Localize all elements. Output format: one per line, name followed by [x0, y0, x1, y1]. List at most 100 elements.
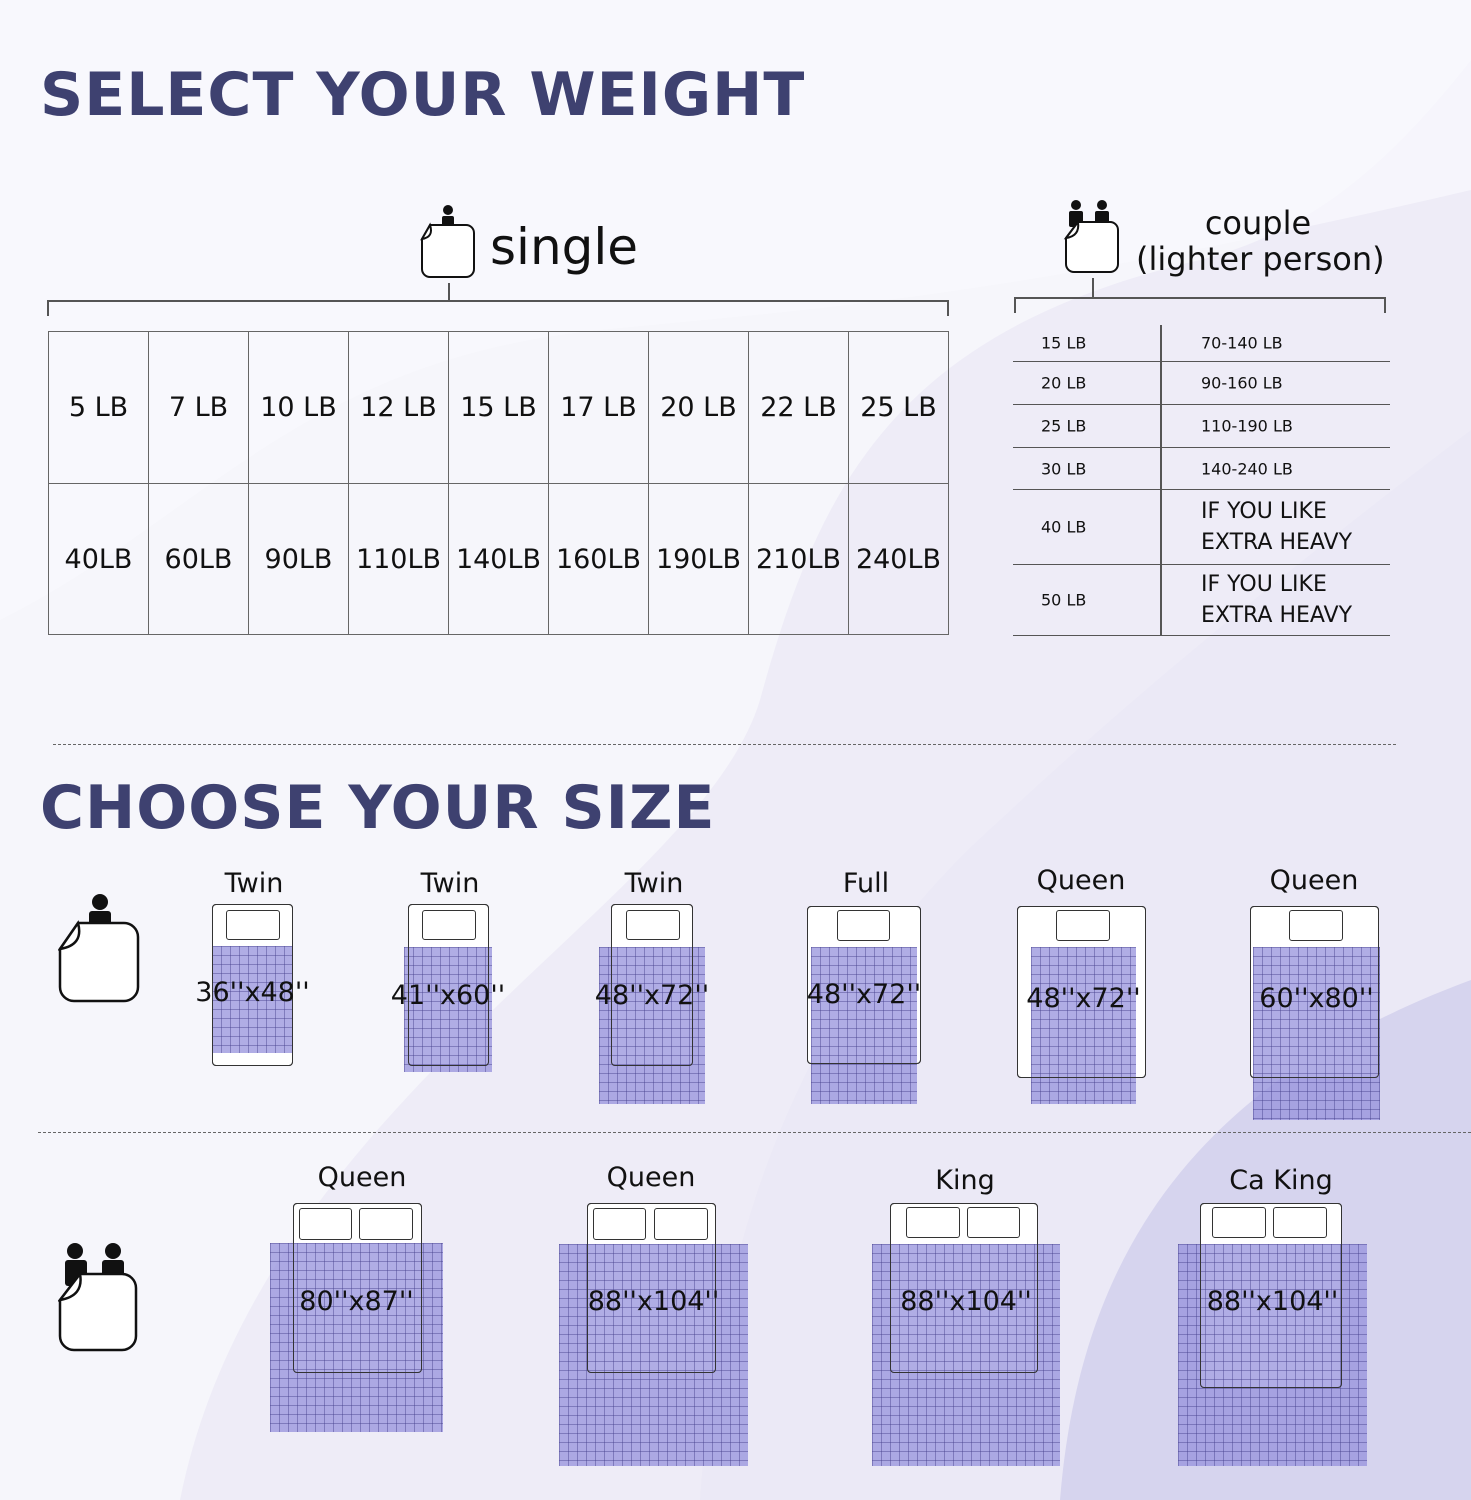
blanket-weight-cell[interactable]: 12 LB — [348, 331, 449, 484]
couple-blanket-weight: 25 LB — [1041, 416, 1087, 436]
pillow — [654, 1208, 708, 1240]
couple-blanket-icon — [58, 1243, 138, 1352]
bracket — [1014, 297, 1385, 299]
couple-weight-row[interactable]: 30 LB 140-240 LB — [1013, 448, 1390, 490]
pillow — [299, 1208, 352, 1240]
blanket-dimensions: 60''x80'' — [1259, 983, 1374, 1014]
blanket-weight-cell[interactable]: 7 LB — [148, 331, 249, 484]
blanket — [1178, 1244, 1367, 1466]
blanket-dimensions: 36''x48'' — [195, 977, 310, 1008]
bed-outline — [1017, 906, 1146, 1078]
blanket-dimensions: 88''x104'' — [900, 1286, 1032, 1317]
bed-outline — [212, 904, 293, 1066]
blanket — [599, 947, 705, 1104]
body-weight-cell: 240LB — [848, 483, 949, 635]
pillow — [967, 1207, 1020, 1238]
blanket — [270, 1243, 443, 1432]
couple-body-weight: 140-240 LB — [1201, 459, 1293, 478]
couple-weight-row[interactable]: 40 LB IF YOU LIKE EXTRA HEAVY — [1013, 490, 1390, 565]
bracket-tick — [1014, 297, 1016, 313]
couple-body-weight: 70-140 LB — [1201, 333, 1283, 353]
couple-blanket-icon — [1063, 200, 1119, 273]
choose-size-title: CHOOSE YOUR SIZE — [40, 773, 716, 843]
bed-outline — [587, 1203, 716, 1373]
body-weight-cell: 90LB — [248, 483, 349, 635]
couple-blanket-weight: 30 LB — [1041, 459, 1087, 478]
body-weight-cell: 160LB — [548, 483, 649, 635]
single-person-blanket-icon — [420, 205, 475, 278]
blanket-weight-cell[interactable]: 20 LB — [648, 331, 749, 484]
select-weight-title: SELECT YOUR WEIGHT — [40, 60, 806, 130]
couple-weight-row[interactable]: 15 LB 70-140 LB — [1013, 325, 1390, 362]
couple-body-weight: 110-190 LB — [1201, 416, 1293, 436]
pillow — [1289, 910, 1343, 941]
pillow — [626, 910, 680, 940]
blanket — [872, 1244, 1060, 1466]
couple-weight-row[interactable]: 50 LB IF YOU LIKE EXTRA HEAVY — [1013, 565, 1390, 636]
bed-size-label: Twin — [224, 868, 284, 899]
blanket-weight-cell[interactable]: 5 LB — [48, 331, 149, 484]
body-weight-cell: 60LB — [148, 483, 249, 635]
blanket-dimensions: 48''x72'' — [1026, 983, 1141, 1014]
blanket-weight-cell[interactable]: 15 LB — [448, 331, 549, 484]
couple-body-weight: IF YOU LIKE EXTRA HEAVY — [1201, 499, 1353, 555]
blanket-dimensions: 88''x104'' — [1206, 1286, 1339, 1317]
bed-size-label: Twin — [420, 868, 480, 899]
blanket — [811, 947, 917, 1104]
bracket-tick — [947, 300, 949, 316]
bed-outline — [293, 1203, 422, 1373]
bed-outline — [611, 904, 693, 1066]
blanket-weight-cell[interactable]: 22 LB — [748, 331, 849, 484]
section-divider — [38, 1132, 1471, 1133]
bed-size-label: Queen — [1269, 865, 1359, 896]
bracket-tick — [1384, 297, 1386, 313]
bed-size-label: Queen — [317, 1162, 407, 1193]
couple-body-weight: IF YOU LIKE EXTRA HEAVY — [1201, 572, 1353, 628]
pillow — [906, 1207, 960, 1238]
bed-size-label: Ca King — [1229, 1165, 1333, 1196]
pillow — [422, 910, 476, 940]
bed-outline — [1200, 1203, 1342, 1388]
blanket — [212, 946, 293, 1053]
blanket-weight-cell[interactable]: 25 LB — [848, 331, 949, 484]
bed-size-label: Queen — [606, 1162, 696, 1193]
couple-blanket-weight: 15 LB — [1041, 333, 1087, 353]
couple-blanket-weight: 20 LB — [1041, 373, 1087, 393]
bed-outline — [408, 904, 489, 1066]
bed-outline — [1250, 906, 1379, 1078]
pillow — [359, 1208, 413, 1240]
couple-body-weight: 90-160 LB — [1201, 373, 1283, 393]
blanket-weight-cell[interactable]: 17 LB — [548, 331, 649, 484]
single-person-blanket-icon — [58, 894, 140, 1003]
couple-weight-row[interactable]: 25 LB 110-190 LB — [1013, 405, 1390, 448]
couple-label: couple — [1204, 204, 1312, 242]
pillow — [1212, 1207, 1266, 1238]
pillow — [1056, 910, 1110, 941]
section-divider — [53, 744, 1396, 745]
bracket-stem — [448, 283, 450, 300]
bracket-tick — [47, 300, 49, 316]
body-weight-cell: 210LB — [748, 483, 849, 635]
blanket — [559, 1244, 748, 1466]
bed-size-label: Queen — [1036, 865, 1126, 896]
bed-size-label: Full — [842, 868, 890, 899]
blanket — [1253, 947, 1380, 1120]
bed-size-label: Twin — [624, 868, 684, 899]
bed-outline — [807, 906, 921, 1064]
body-weight-cell: 140LB — [448, 483, 549, 635]
column-divider — [1160, 325, 1162, 636]
bed-outline — [890, 1203, 1038, 1373]
blanket-dimensions: 48''x72'' — [806, 979, 922, 1010]
blanket-weight-cell[interactable]: 10 LB — [248, 331, 349, 484]
couple-blanket-weight: 40 LB — [1041, 517, 1087, 537]
pillow — [1273, 1207, 1327, 1238]
single-label: single — [490, 218, 639, 276]
bed-size-label: King — [935, 1165, 995, 1196]
couple-sublabel: (lighter person) — [1136, 240, 1385, 278]
pillow — [837, 910, 890, 941]
blanket-dimensions: 41''x60'' — [390, 980, 506, 1011]
couple-weight-row[interactable]: 20 LB 90-160 LB — [1013, 362, 1390, 405]
pillow — [226, 910, 280, 940]
couple-blanket-weight: 50 LB — [1041, 590, 1087, 610]
blanket — [404, 947, 492, 1072]
